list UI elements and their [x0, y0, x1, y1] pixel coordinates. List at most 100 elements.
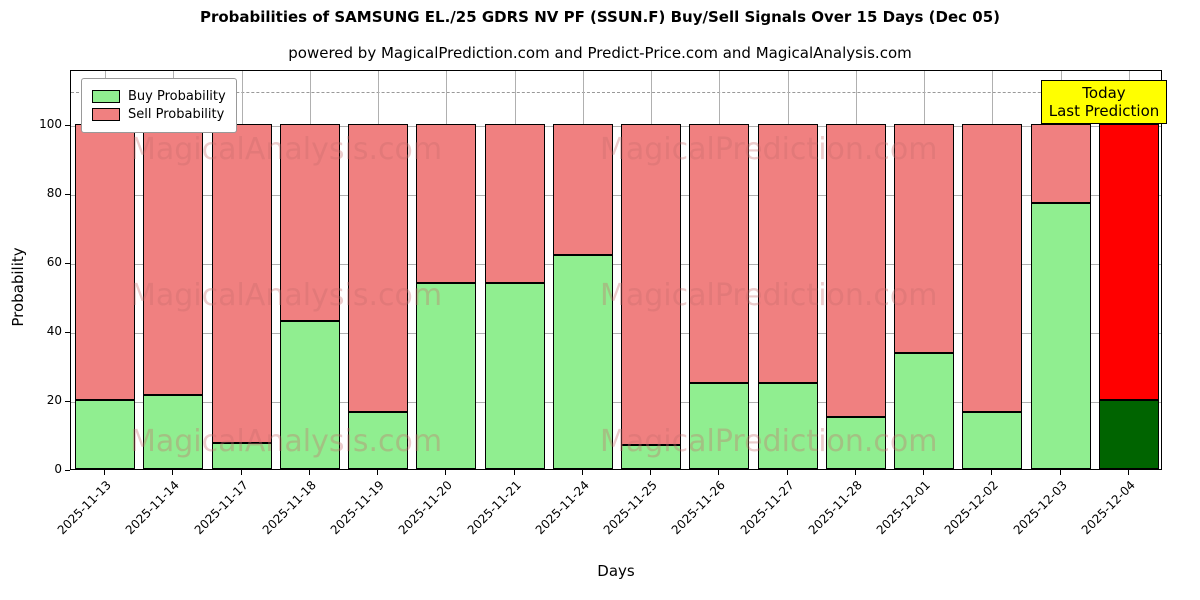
x-tick-label: 2025-11-17: [191, 478, 251, 538]
x-tick-label: 2025-11-21: [464, 478, 524, 538]
bar-buy-segment: [962, 412, 1023, 469]
x-tick-label: 2025-11-28: [805, 478, 865, 538]
y-tick-mark: [65, 332, 70, 334]
watermark-text: MagicalPrediction.com: [600, 132, 938, 167]
buy-color-swatch: [92, 90, 120, 103]
watermark-text: MagicalPrediction.com: [600, 278, 938, 313]
bar-sell-segment: [143, 124, 204, 395]
x-tick-mark: [445, 470, 447, 475]
bar-sell-segment: [416, 124, 477, 283]
y-tick-label: 80: [46, 186, 62, 201]
watermark-text: MagicalAnalysis.com: [130, 132, 443, 167]
gridline-y80: [71, 195, 1161, 197]
x-tick-mark: [718, 470, 720, 475]
bar-sell-segment: [552, 124, 613, 256]
bar-sell-segment: [1098, 124, 1159, 401]
bar-buy-segment: [211, 443, 272, 469]
x-tick-label: 2025-11-14: [123, 478, 183, 538]
bar-buy-segment: [484, 282, 545, 469]
bar-buy-segment: [1030, 203, 1091, 469]
legend-item-buy: Buy Probability: [92, 89, 226, 104]
bar-buy-segment: [689, 382, 750, 469]
y-tick-mark: [65, 470, 70, 471]
y-tick-label: 20: [46, 393, 62, 408]
x-tick-mark: [240, 470, 242, 475]
bar-sell-segment: [211, 124, 272, 444]
today-annotation: Today Last Prediction: [1041, 80, 1167, 124]
sell-color-swatch: [92, 108, 120, 121]
y-tick-label: 0: [54, 462, 62, 476]
today-line1: Today: [1082, 84, 1126, 102]
bar-buy-segment: [621, 444, 682, 469]
y-tick-label: 60: [46, 255, 62, 270]
bar-buy-segment: [757, 382, 818, 469]
x-tick-label: 2025-11-20: [396, 478, 456, 538]
y-tick-label: 100: [39, 117, 62, 132]
bar-sell-segment: [962, 124, 1023, 413]
x-tick-mark: [923, 470, 925, 475]
bar-sell-segment: [757, 124, 818, 383]
x-tick-mark: [1059, 470, 1061, 475]
gridline-y60: [71, 264, 1161, 266]
chart-title: Probabilities of SAMSUNG EL./25 GDRS NV …: [199, 8, 1001, 26]
legend-buy-label: Buy Probability: [128, 89, 226, 104]
bar-sell-segment: [1030, 124, 1091, 204]
x-axis-label: Days: [597, 562, 635, 580]
bar-buy-segment: [279, 320, 340, 469]
plot-area: [70, 70, 1162, 470]
x-tick-mark: [650, 470, 652, 475]
bar-buy-segment: [1098, 400, 1159, 469]
chart-subtitle: powered by MagicalPrediction.com and Pre…: [288, 44, 912, 62]
x-tick-label: 2025-11-24: [532, 478, 592, 538]
x-tick-mark: [1127, 470, 1129, 475]
bar-sell-segment: [484, 124, 545, 283]
bar-buy-segment: [552, 255, 613, 469]
bar-sell-segment: [279, 124, 340, 321]
x-tick-label: 2025-11-18: [259, 478, 319, 538]
x-tick-label: 2025-11-19: [327, 478, 388, 538]
x-tick-label: 2025-12-02: [942, 478, 1002, 538]
x-tick-label: 2025-12-04: [1078, 478, 1138, 538]
bar-sell-segment: [894, 124, 955, 354]
bar-sell-segment: [75, 124, 136, 401]
legend-item-sell: Sell Probability: [92, 107, 226, 122]
x-tick-mark: [104, 470, 106, 475]
x-tick-mark: [786, 470, 788, 475]
bar-buy-segment: [416, 282, 477, 469]
bar-buy-segment: [825, 417, 886, 469]
x-tick-label: 2025-12-03: [1010, 478, 1070, 538]
bar-sell-segment: [621, 124, 682, 445]
bar-buy-segment: [348, 412, 409, 469]
x-tick-mark: [377, 470, 379, 475]
today-line2: Last Prediction: [1048, 102, 1160, 120]
x-tick-label: 2025-11-26: [669, 478, 729, 538]
watermark-text: MagicalAnalysis.com: [130, 424, 443, 459]
bar-sell-segment: [825, 124, 886, 418]
watermark-text: MagicalAnalysis.com: [130, 278, 443, 313]
bar-buy-segment: [143, 394, 204, 469]
y-tick-label: 40: [46, 324, 62, 339]
gridline-y20: [71, 402, 1161, 404]
x-tick-mark: [172, 470, 174, 475]
gridline-y100: [71, 126, 1161, 128]
y-tick-mark: [65, 125, 70, 127]
x-tick-mark: [513, 470, 515, 475]
legend-sell-label: Sell Probability: [128, 107, 225, 122]
dashed-guide-line: [71, 91, 1161, 93]
x-tick-mark: [308, 470, 310, 475]
x-tick-label: 2025-11-27: [737, 478, 797, 538]
x-tick-label: 2025-11-13: [54, 478, 115, 538]
y-tick-mark: [65, 401, 70, 403]
bar-sell-segment: [689, 124, 750, 383]
y-tick-mark: [65, 263, 70, 265]
gridline-y40: [71, 333, 1161, 335]
x-tick-mark: [581, 470, 583, 475]
legend: Buy Probability Sell Probability: [81, 78, 237, 133]
watermark-text: MagicalPrediction.com: [600, 424, 938, 459]
x-tick-label: 2025-11-25: [600, 478, 661, 538]
y-tick-mark: [65, 194, 70, 196]
bar-sell-segment: [348, 124, 409, 413]
y-axis-label: Probability: [9, 247, 27, 327]
x-tick-mark: [991, 470, 993, 475]
